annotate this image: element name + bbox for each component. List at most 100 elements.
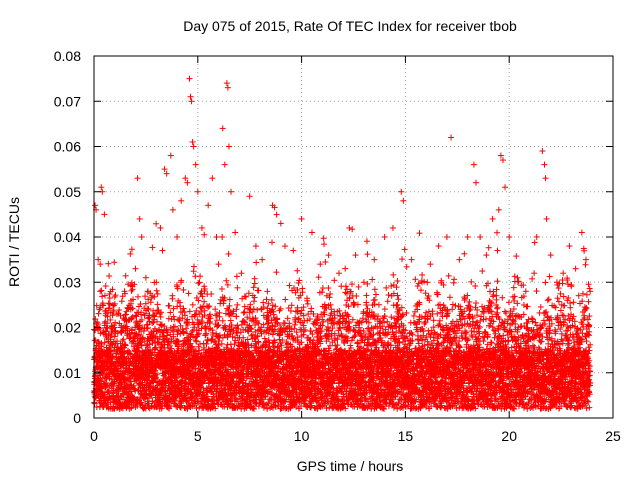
data-point bbox=[218, 340, 225, 347]
data-point bbox=[255, 287, 262, 294]
data-point bbox=[273, 269, 280, 276]
data-point bbox=[107, 316, 114, 323]
data-point bbox=[268, 296, 275, 303]
data-point bbox=[105, 389, 112, 396]
data-point bbox=[349, 226, 356, 233]
data-point bbox=[304, 300, 311, 307]
data-point bbox=[111, 324, 118, 331]
data-point bbox=[106, 301, 113, 308]
data-point bbox=[269, 239, 276, 246]
data-point bbox=[342, 265, 349, 272]
data-point bbox=[100, 302, 107, 309]
data-point bbox=[101, 292, 108, 299]
data-point bbox=[112, 292, 119, 299]
data-point bbox=[114, 338, 121, 345]
data-point bbox=[149, 244, 156, 251]
data-point bbox=[276, 307, 283, 314]
data-point bbox=[110, 308, 117, 315]
data-point bbox=[253, 259, 260, 266]
data-point bbox=[322, 259, 329, 266]
data-point bbox=[101, 339, 108, 346]
data-point bbox=[342, 283, 349, 290]
data-point bbox=[197, 304, 204, 311]
data-point bbox=[105, 260, 112, 267]
data-point bbox=[189, 301, 196, 308]
data-point bbox=[251, 298, 258, 305]
data-point bbox=[128, 287, 135, 294]
data-point bbox=[142, 293, 149, 300]
data-point bbox=[153, 287, 160, 294]
data-point bbox=[227, 317, 234, 324]
data-point bbox=[109, 353, 116, 360]
data-point bbox=[197, 273, 204, 280]
data-point bbox=[109, 286, 116, 293]
data-point bbox=[185, 290, 192, 297]
data-point bbox=[122, 311, 129, 318]
data-point bbox=[122, 290, 129, 297]
data-point bbox=[198, 305, 205, 312]
data-point bbox=[326, 294, 333, 301]
data-point bbox=[325, 285, 332, 292]
data-point bbox=[308, 305, 315, 312]
data-point bbox=[112, 319, 119, 326]
data-point bbox=[288, 302, 295, 309]
data-point bbox=[106, 295, 113, 302]
data-point bbox=[363, 292, 370, 299]
data-point bbox=[355, 283, 362, 290]
data-point bbox=[102, 283, 109, 290]
data-point bbox=[118, 328, 125, 335]
data-point bbox=[111, 300, 118, 307]
data-point bbox=[350, 300, 357, 307]
data-point bbox=[205, 304, 212, 311]
data-point bbox=[111, 259, 118, 266]
data-point bbox=[231, 341, 238, 348]
data-point bbox=[93, 302, 100, 309]
data-point bbox=[106, 272, 113, 279]
data-point bbox=[99, 293, 106, 300]
data-point bbox=[251, 280, 258, 287]
data-point bbox=[250, 284, 257, 291]
data-point bbox=[144, 324, 151, 331]
data-point bbox=[98, 287, 105, 294]
data-point bbox=[96, 325, 103, 332]
data-point bbox=[219, 233, 226, 240]
data-point bbox=[331, 277, 338, 284]
data-point bbox=[147, 299, 154, 306]
data-point bbox=[118, 298, 125, 305]
data-point bbox=[351, 333, 358, 340]
data-point bbox=[307, 328, 314, 335]
data-point bbox=[218, 285, 225, 292]
data-point bbox=[273, 211, 280, 218]
data-point bbox=[226, 296, 233, 303]
data-point bbox=[353, 293, 360, 300]
data-point bbox=[315, 274, 322, 281]
data-points bbox=[91, 75, 594, 412]
data-point bbox=[122, 272, 129, 279]
data-point bbox=[234, 301, 241, 308]
data-point bbox=[98, 340, 105, 347]
data-point bbox=[109, 312, 116, 319]
data-point bbox=[234, 284, 241, 291]
data-point bbox=[108, 331, 115, 338]
data-point bbox=[120, 336, 127, 343]
data-point bbox=[319, 285, 326, 292]
data-point bbox=[167, 309, 174, 316]
data-point bbox=[95, 321, 102, 328]
data-point bbox=[180, 286, 187, 293]
data-point bbox=[120, 396, 127, 403]
data-point bbox=[264, 288, 271, 295]
data-point bbox=[154, 290, 161, 297]
data-point bbox=[193, 307, 200, 314]
data-point bbox=[363, 238, 370, 245]
data-point bbox=[294, 267, 301, 274]
data-point bbox=[123, 308, 130, 315]
data-point bbox=[321, 241, 328, 248]
data-point bbox=[92, 316, 99, 323]
data-point bbox=[100, 370, 107, 377]
data-point bbox=[91, 400, 98, 407]
data-point bbox=[320, 235, 327, 242]
data-point bbox=[277, 305, 284, 312]
data-point bbox=[233, 273, 240, 280]
data-point bbox=[116, 307, 123, 314]
